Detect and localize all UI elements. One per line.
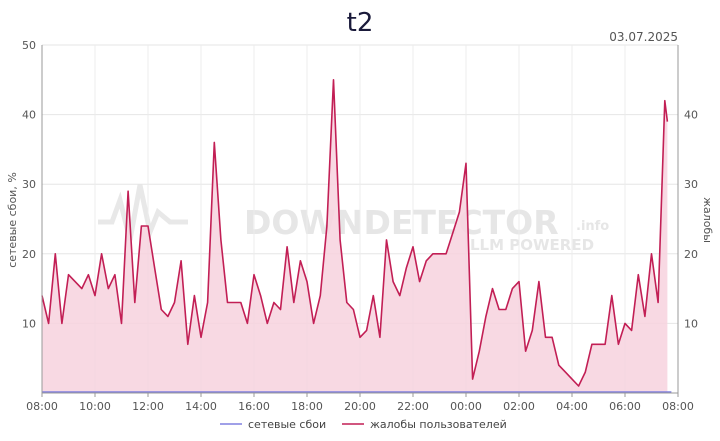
x-tick-label: 08:00 (26, 400, 58, 413)
x-tick-label: 06:00 (609, 400, 641, 413)
watermark-text: DOWNDETECTOR (244, 203, 559, 242)
x-tick-label: 04:00 (556, 400, 588, 413)
y-axis-left-title: сетевые сбои, % (6, 172, 19, 268)
chart-title: t2 (347, 8, 374, 38)
series-area-user-complaints (42, 79, 668, 394)
x-tick-label: 22:00 (397, 400, 429, 413)
series-line-user-complaints (41, 79, 669, 387)
axes: 10 20 30 40 50 10 20 30 40 08:00 10:00 12:00 14:00 16… (22, 39, 698, 413)
legend-label-network-failures: сетевые сбои (248, 418, 326, 431)
x-tick-label: 00:00 (450, 400, 482, 413)
plot-area (41, 79, 672, 394)
y-tick-label-left: 20 (22, 248, 36, 261)
x-tick-label: 14:00 (185, 400, 217, 413)
y-tick-label-right: 40 (684, 109, 698, 122)
x-tick-label: 10:00 (79, 400, 111, 413)
x-tick-label: 20:00 (344, 400, 376, 413)
y-tick-label-right: 20 (684, 248, 698, 261)
y-tick-label-right: 30 (684, 178, 698, 191)
watermark-subtext: LLM POWERED (470, 236, 594, 254)
x-tick-label: 08:00 (662, 400, 694, 413)
x-tick-label: 18:00 (291, 400, 323, 413)
watermark-suffix: .info (576, 219, 609, 234)
chart-date: 03.07.2025 (609, 30, 678, 44)
legend-label-user-complaints: жалобы пользователей (370, 418, 507, 431)
watermark: DOWNDETECTOR .info LLM POWERED (98, 184, 609, 254)
y-tick-label-right: 10 (684, 317, 698, 330)
watermark-logo-icon (98, 184, 188, 241)
legend: сетевые сбои жалобы пользователей (220, 418, 507, 431)
x-tick-label: 12:00 (132, 400, 164, 413)
y-tick-label-left: 40 (22, 109, 36, 122)
x-tick-label: 16:00 (238, 400, 270, 413)
y-tick-label-left: 10 (22, 317, 36, 330)
x-tick-label: 02:00 (503, 400, 535, 413)
y-tick-label-left: 30 (22, 178, 36, 191)
y-tick-label-left: 50 (22, 39, 36, 52)
y-axis-right-title: жалобы (701, 197, 714, 243)
